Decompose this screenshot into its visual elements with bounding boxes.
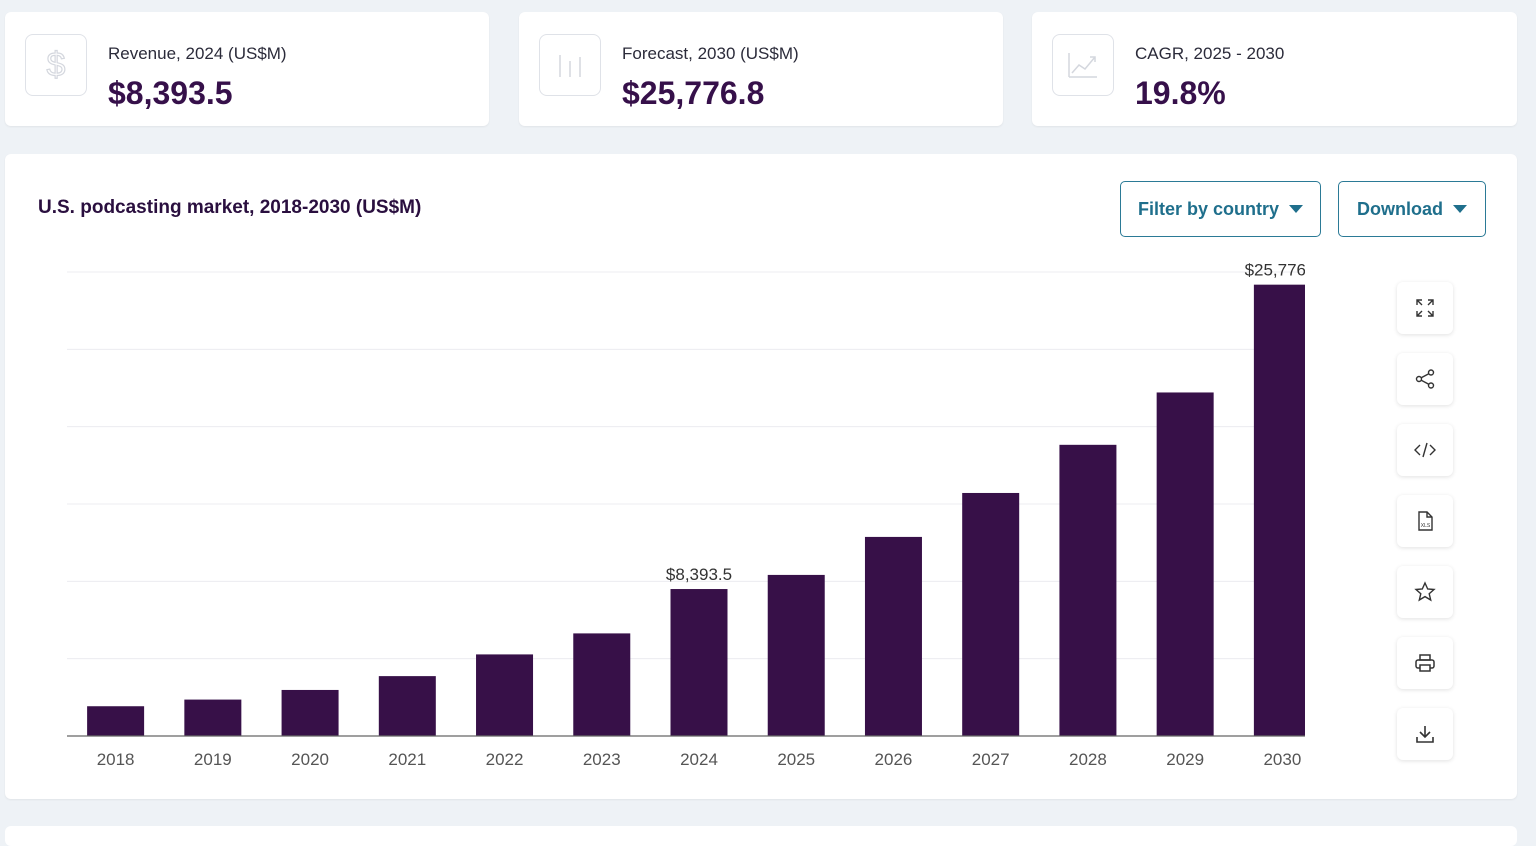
- fullscreen-icon: [1416, 299, 1434, 317]
- xls-file-icon: XLS: [1418, 511, 1433, 531]
- stat-card-cagr: CAGR, 2025 - 2030 19.8%: [1032, 12, 1517, 126]
- x-tick-label: 2019: [194, 750, 232, 769]
- bar-2028[interactable]: [1059, 444, 1117, 736]
- bar-2022[interactable]: [476, 654, 534, 736]
- x-tick-label: 2023: [583, 750, 621, 769]
- embed-button[interactable]: [1397, 424, 1453, 476]
- stat-value: $8,393.5: [108, 75, 233, 111]
- filter-label: Filter by country: [1137, 198, 1280, 219]
- xls-label: XLS: [1421, 523, 1431, 529]
- stat-label: Forecast, 2030 (US$M): [622, 44, 799, 63]
- download-label: Download: [1357, 198, 1443, 219]
- star-icon: [1414, 581, 1436, 602]
- stat-value: $25,776.8: [622, 75, 765, 111]
- bar-chart: 2018 2019 2020 2021 2022 2023 2024 2025 2026 2027…: [67, 261, 1305, 769]
- next-section-card: [5, 826, 1517, 846]
- bar-2023[interactable]: [573, 633, 631, 736]
- x-tick-label: 2027: [972, 750, 1010, 769]
- bar-2020[interactable]: [281, 689, 339, 736]
- x-tick-label: 2028: [1069, 750, 1107, 769]
- fullscreen-button[interactable]: [1397, 282, 1453, 334]
- stat-value: 19.8%: [1135, 75, 1226, 111]
- chevron-down-icon: [1289, 205, 1304, 213]
- download-icon: [1416, 726, 1434, 743]
- download-button[interactable]: Download: [1338, 181, 1486, 237]
- stat-card-revenue: $ Revenue, 2024 (US$M) $8,393.5: [5, 12, 489, 126]
- xls-export-button[interactable]: XLS: [1397, 495, 1453, 547]
- x-tick-label: 2029: [1166, 750, 1204, 769]
- stat-card-forecast: Forecast, 2030 (US$M) $25,776.8: [519, 12, 1003, 126]
- x-tick-label: 2024: [680, 750, 718, 769]
- chevron-down-icon: [1453, 205, 1467, 213]
- bar-2026[interactable]: [864, 536, 922, 736]
- data-label: $25,776.8: [1245, 261, 1305, 280]
- x-tick-label: 2025: [777, 750, 815, 769]
- bar-2019[interactable]: [184, 699, 242, 736]
- bar-2021[interactable]: [378, 676, 436, 736]
- print-icon: [1415, 654, 1435, 672]
- bar-2029[interactable]: [1156, 392, 1214, 736]
- x-tick-label: 2022: [486, 750, 524, 769]
- x-tick-label: 2020: [291, 750, 329, 769]
- dollar-icon: $: [25, 34, 87, 96]
- share-button[interactable]: [1397, 353, 1453, 405]
- bar-2018[interactable]: [87, 706, 145, 736]
- svg-text:$: $: [47, 46, 66, 84]
- x-tick-label: 2021: [388, 750, 426, 769]
- favorite-button[interactable]: [1397, 566, 1453, 618]
- share-icon: [1415, 369, 1435, 389]
- chart-card: U.S. podcasting market, 2018-2030 (US$M)…: [5, 154, 1517, 799]
- bar-2027[interactable]: [962, 492, 1020, 736]
- embed-code-icon: [1414, 442, 1436, 458]
- data-label: $8,393.5: [666, 565, 732, 584]
- x-tick-label: 2030: [1263, 750, 1301, 769]
- x-tick-label: 2026: [875, 750, 913, 769]
- stat-label: Revenue, 2024 (US$M): [108, 44, 287, 63]
- filter-by-country-button[interactable]: Filter by country: [1120, 181, 1321, 237]
- trend-line-icon: [1052, 34, 1114, 96]
- bar-2030[interactable]: [1253, 284, 1305, 736]
- stat-label: CAGR, 2025 - 2030: [1135, 44, 1285, 63]
- bar-2025[interactable]: [767, 574, 825, 736]
- bar-chart-icon: [539, 34, 601, 96]
- x-tick-label: 2018: [97, 750, 135, 769]
- bar-2024[interactable]: [670, 589, 728, 736]
- download-image-button[interactable]: [1397, 708, 1453, 760]
- print-button[interactable]: [1397, 637, 1453, 689]
- chart-title: U.S. podcasting market, 2018-2030 (US$M): [38, 197, 422, 218]
